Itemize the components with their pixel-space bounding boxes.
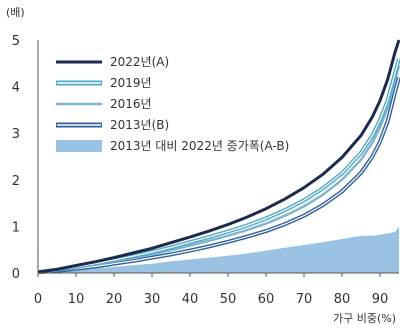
x-tick-label: 40 <box>182 292 199 307</box>
x-tick-label: 30 <box>144 292 161 307</box>
x-tick-label: 80 <box>334 292 351 307</box>
legend-label: 2013년(B) <box>110 118 169 132</box>
x-axis-title: 가구 비중(%) <box>333 312 396 325</box>
legend-item-3: 2013년(B) <box>56 118 169 132</box>
x-tick-label: 50 <box>220 292 237 307</box>
y-tick-label: 1 <box>12 220 20 235</box>
y-axis-title: (배) <box>6 6 25 19</box>
x-tick-label: 60 <box>258 292 275 307</box>
y-tick-label: 3 <box>12 127 20 142</box>
legend-label: 2019년 <box>110 76 152 90</box>
x-tick-label: 20 <box>106 292 123 307</box>
area-layer <box>38 226 399 273</box>
area-increase-a-b <box>38 226 399 273</box>
legend-item-area: 2013년 대비 2022년 증가폭(A-B) <box>56 139 289 153</box>
series-layer <box>37 39 400 275</box>
legend-item-1: 2019년 <box>56 76 152 90</box>
legend-label: 2022년(A) <box>110 55 169 69</box>
legend-label: 2013년 대비 2022년 증가폭(A-B) <box>110 139 289 153</box>
tick-layer: 0 10 20 30 40 50 60 70 80 90 0 1 2 3 4 5 <box>12 34 389 307</box>
series-line-path <box>37 39 400 274</box>
series-line-0 <box>37 39 400 274</box>
y-tick-label: 5 <box>12 34 20 49</box>
y-tick-label: 4 <box>12 81 20 96</box>
y-tick-label: 2 <box>12 174 20 189</box>
legend-item-2: 2016년 <box>56 97 152 111</box>
legend-label: 2016년 <box>110 97 152 111</box>
x-tick-label: 0 <box>34 292 42 307</box>
x-tick-label: 70 <box>296 292 313 307</box>
series-line-1 <box>37 58 400 275</box>
axis-layer: (배) 가구 비중(%) <box>6 6 399 325</box>
x-tick-label: 10 <box>68 292 85 307</box>
legend-swatch <box>56 140 102 152</box>
series-line-inner <box>37 58 400 273</box>
legend-item-0: 2022년(A) <box>56 55 169 69</box>
series-line-inner <box>37 77 400 273</box>
y-tick-label: 0 <box>12 267 20 282</box>
series-line-3 <box>37 76 400 275</box>
x-tick-label: 90 <box>372 292 389 307</box>
legend: 2022년(A) 2019년 2016년 2013년(B) 2013년 대비 2022년… <box>56 55 289 153</box>
